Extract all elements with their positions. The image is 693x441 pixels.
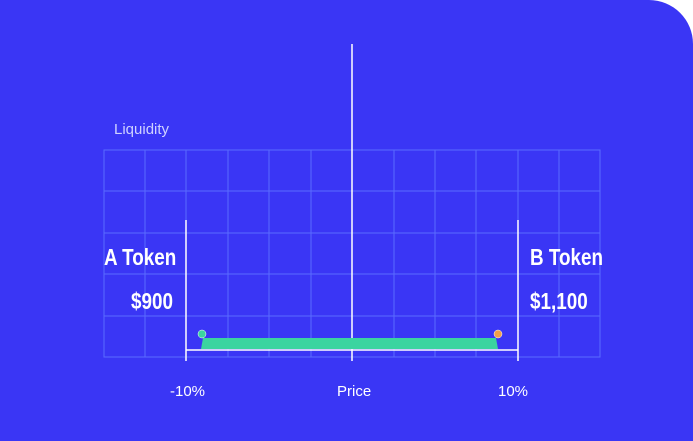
range-max-handle[interactable] (493, 329, 503, 339)
price-axis-label: Price (337, 383, 372, 400)
token-a-price: $900 (131, 288, 173, 314)
range-min-label: -10% (170, 383, 206, 400)
liquidity-axis-label: Liquidity (114, 121, 170, 138)
token-b-price: $1,100 (530, 288, 588, 314)
token-a-name: A Token (104, 244, 177, 270)
range-min-handle[interactable] (197, 329, 207, 339)
token-b-name: B Token (530, 244, 604, 270)
liquidity-band (201, 338, 498, 349)
range-max-label: 10% (498, 383, 529, 400)
